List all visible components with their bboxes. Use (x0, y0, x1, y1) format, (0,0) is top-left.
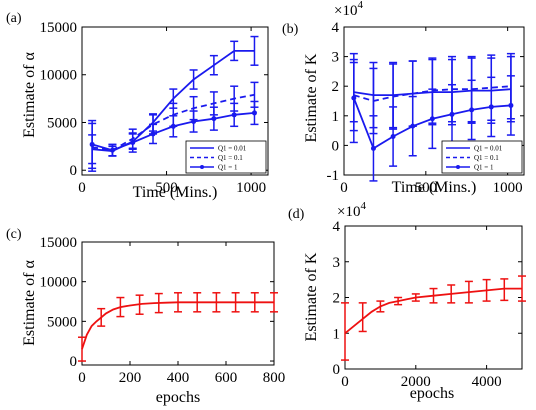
panel-a-legend-marker (200, 165, 204, 169)
panel-b-legend-marker (456, 165, 460, 169)
panel-d-xtick-label: 4000 (472, 374, 502, 390)
panel-a-axes-box (81, 26, 269, 176)
panel-c-series-1-line (81, 301, 274, 350)
panel-b-legend-label-3: Q1 = 1 (474, 164, 494, 172)
panel-a-xtick-label: 1000 (236, 180, 266, 196)
panel-b-ytick-label: 1 (332, 109, 340, 125)
panel-d-series-1-line (344, 287, 522, 334)
panel-a-series-3-point (109, 147, 115, 153)
panel-a-series-3-point (191, 119, 197, 125)
panel-d-ylabel: Estimate of K (303, 252, 320, 341)
panel-b-legend-label-1: Q1 = 0.01 (474, 145, 503, 153)
panel-c-ytick-label: 0 (70, 354, 78, 370)
panel-d-xtick-label: 2000 (401, 374, 431, 390)
panel-label-d: (d) (288, 207, 305, 222)
panel-c-chart: 0 200 400 600 800 0 5000 10000 15000 epochs Estima… (21, 235, 285, 406)
panel-a-xtick-label: 0 (78, 180, 86, 196)
panel-b-xtick-label: 0 (340, 180, 348, 196)
panel-b-multiplier-exponent: 4 (357, 0, 363, 11)
panel-b-series-3-point (508, 102, 514, 108)
panel-d-multiplier-exponent: 4 (360, 200, 366, 212)
panel-a-series-3-point (150, 131, 156, 137)
panel-a-ytick-label: 10000 (40, 68, 78, 84)
panel-b-series-3-point (410, 123, 416, 129)
panel-a-series-3-point (211, 116, 217, 122)
panel-d-ytick-label: 0 (333, 362, 341, 378)
panel-d-ytick-label: 4 (333, 219, 341, 235)
panel-b-ytick-label: 2 (332, 79, 340, 95)
panel-a-legend-label-3: Q1 = 1 (218, 164, 238, 172)
panel-d-ytick-label: 3 (333, 255, 341, 271)
panel-b-xtick-label: 500 (415, 180, 438, 196)
panel-a-ylabel: Estimate of α (21, 52, 38, 138)
panel-b-axes-box (343, 26, 525, 176)
panel-a-xtick-label: 500 (155, 180, 178, 196)
panel-c-xtick-label: 800 (263, 370, 286, 386)
panel-label-a: (a) (6, 11, 22, 26)
panel-c-xlabel: epochs (156, 389, 200, 406)
panel-c-xtick-label: 600 (215, 370, 238, 386)
panel-a-series-3-point (231, 112, 237, 118)
panel-a-ytick-label: 5000 (47, 115, 77, 131)
panel-d-ytick-label: 1 (333, 326, 341, 342)
panel-b-ylabel: Estimate of K (303, 53, 320, 142)
panel-a-ytick-label: 15000 (40, 20, 78, 36)
panel-c-ylabel: Estimate of α (21, 260, 38, 346)
panel-a-series-3-point (89, 141, 95, 147)
panel-b-series-3-point (351, 95, 357, 101)
panel-b-xtick-label: 1000 (493, 180, 523, 196)
panel-b-series-3-point (429, 116, 435, 122)
panel-b-ytick-label: 0 (332, 138, 340, 154)
panel-a-ytick-label: 0 (70, 163, 78, 179)
panel-b-multiplier: ×104 (334, 0, 363, 19)
panel-a-legend-label-2: Q1 = 0.1 (218, 154, 243, 162)
panel-d-ytick-label: 2 (333, 291, 341, 307)
panel-a-xlabel: Time (Mins.) (133, 184, 218, 201)
panel-a-legend-label-1: Q1 = 0.01 (218, 145, 247, 153)
panel-d-xtick-label: 0 (341, 374, 349, 390)
panel-b-legend-label-2: Q1 = 0.1 (474, 154, 499, 162)
panel-b-ytick-label: 4 (332, 20, 340, 36)
panel-b-ytick-label: 3 (332, 50, 340, 66)
panel-a-series-3-point (130, 140, 136, 146)
panel-b-series-3-point (449, 111, 455, 117)
panel-c-xtick-label: 200 (119, 370, 142, 386)
panel-d-chart: 0 2000 4000 0 1 2 3 4 epochs Estimate of K ×104 (303, 200, 526, 402)
panel-d-xlabel: epochs (410, 385, 454, 402)
panel-label-c: (c) (6, 227, 22, 242)
panel-d-multiplier: ×104 (337, 200, 366, 220)
panel-a-series-3-point (170, 123, 176, 129)
panel-c-xtick-label: 0 (78, 370, 86, 386)
panel-b-series-3-point (370, 145, 376, 151)
panel-a-series-3-point (251, 110, 257, 116)
panel-b-series-3-point (488, 104, 494, 110)
panel-c-ytick-label: 15000 (40, 235, 78, 251)
panel-b-xlabel: Time (Mins.) (392, 179, 477, 196)
panel-c-xtick-label: 400 (167, 370, 190, 386)
panel-b-series-3-point (390, 134, 396, 140)
panel-c-ytick-label: 10000 (40, 275, 78, 291)
panel-b-series-3-point (469, 107, 475, 113)
panel-b-ytick-label: -1 (327, 168, 340, 184)
panel-label-b: (b) (282, 22, 299, 37)
panel-c-ytick-label: 5000 (47, 314, 77, 330)
